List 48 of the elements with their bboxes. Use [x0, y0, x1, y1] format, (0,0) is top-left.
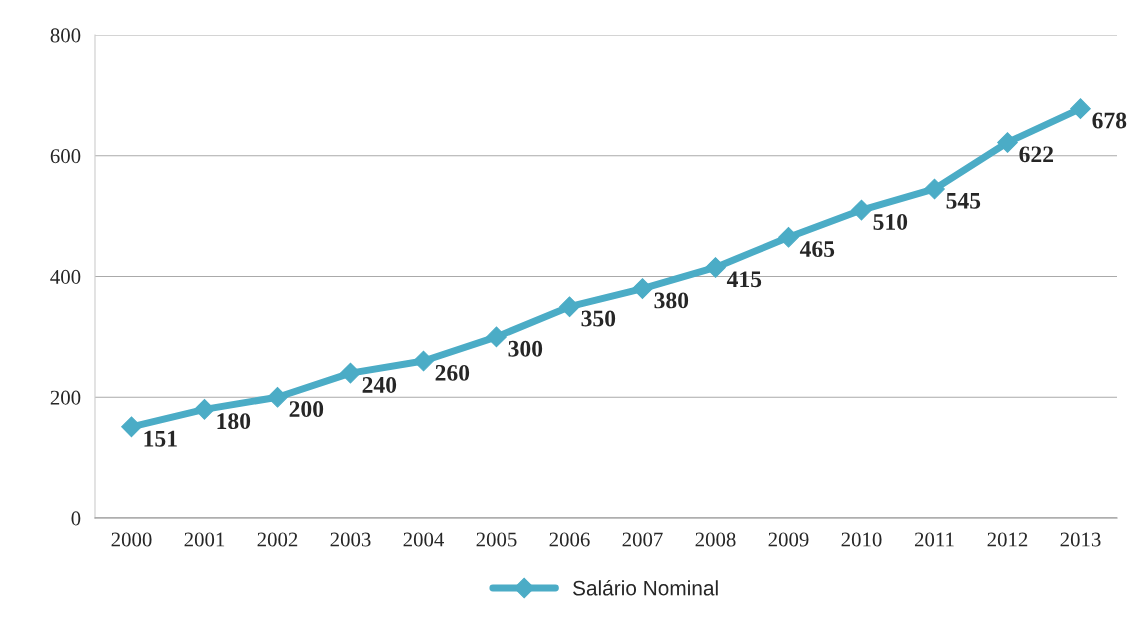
x-tick-label: 2012	[987, 532, 1028, 547]
point	[559, 296, 580, 318]
data-label: 300	[508, 340, 543, 357]
x-tick-label: 2004	[403, 532, 445, 547]
data-label: 380	[654, 292, 689, 309]
point	[267, 386, 288, 408]
data-label: 622	[1019, 146, 1054, 163]
x-tick-label: 2011	[914, 532, 954, 547]
point	[705, 257, 726, 278]
data-label: 415	[726, 271, 762, 288]
x-tick-label: 2013	[1060, 532, 1101, 547]
point	[121, 416, 142, 438]
data-label: 465	[799, 241, 835, 258]
y-tick-label: 200	[50, 390, 81, 405]
data-label: 180	[217, 413, 251, 430]
point	[851, 199, 872, 221]
x-tick-label: 2001	[184, 532, 225, 547]
data-label: 545	[946, 192, 981, 209]
point	[486, 326, 507, 348]
x-tick-label: 2003	[330, 532, 371, 547]
point	[340, 362, 361, 384]
data-label: 200	[289, 401, 324, 418]
data-label: 510	[873, 213, 908, 230]
point	[632, 278, 653, 299]
point	[1070, 98, 1091, 119]
y-tick-label: 800	[50, 28, 81, 43]
data-label: 240	[362, 376, 397, 393]
legend-label: Salário Nominal	[573, 579, 718, 596]
data-label: 350	[581, 310, 616, 327]
x-tick-label: 2009	[768, 532, 809, 547]
x-tick-label: 2002	[257, 532, 298, 547]
x-tick-label: 2005	[476, 532, 517, 547]
x-tick-label: 2006	[549, 532, 590, 547]
y-tick-label: 600	[50, 149, 81, 164]
data-label: 260	[435, 364, 470, 381]
x-tick-label: 2000	[111, 532, 152, 547]
x-tick-label: 2010	[841, 532, 882, 547]
data-label: 151	[144, 430, 177, 447]
point	[413, 350, 434, 372]
data-label: 678	[1092, 112, 1127, 129]
x-tick-label: 2008	[695, 532, 736, 547]
x-tick-label: 2007	[622, 532, 663, 547]
point	[778, 226, 799, 248]
point	[997, 132, 1018, 153]
y-tick-label: 0	[71, 511, 81, 526]
point	[194, 398, 215, 420]
y-tick-label: 400	[50, 269, 81, 284]
point	[924, 178, 945, 200]
